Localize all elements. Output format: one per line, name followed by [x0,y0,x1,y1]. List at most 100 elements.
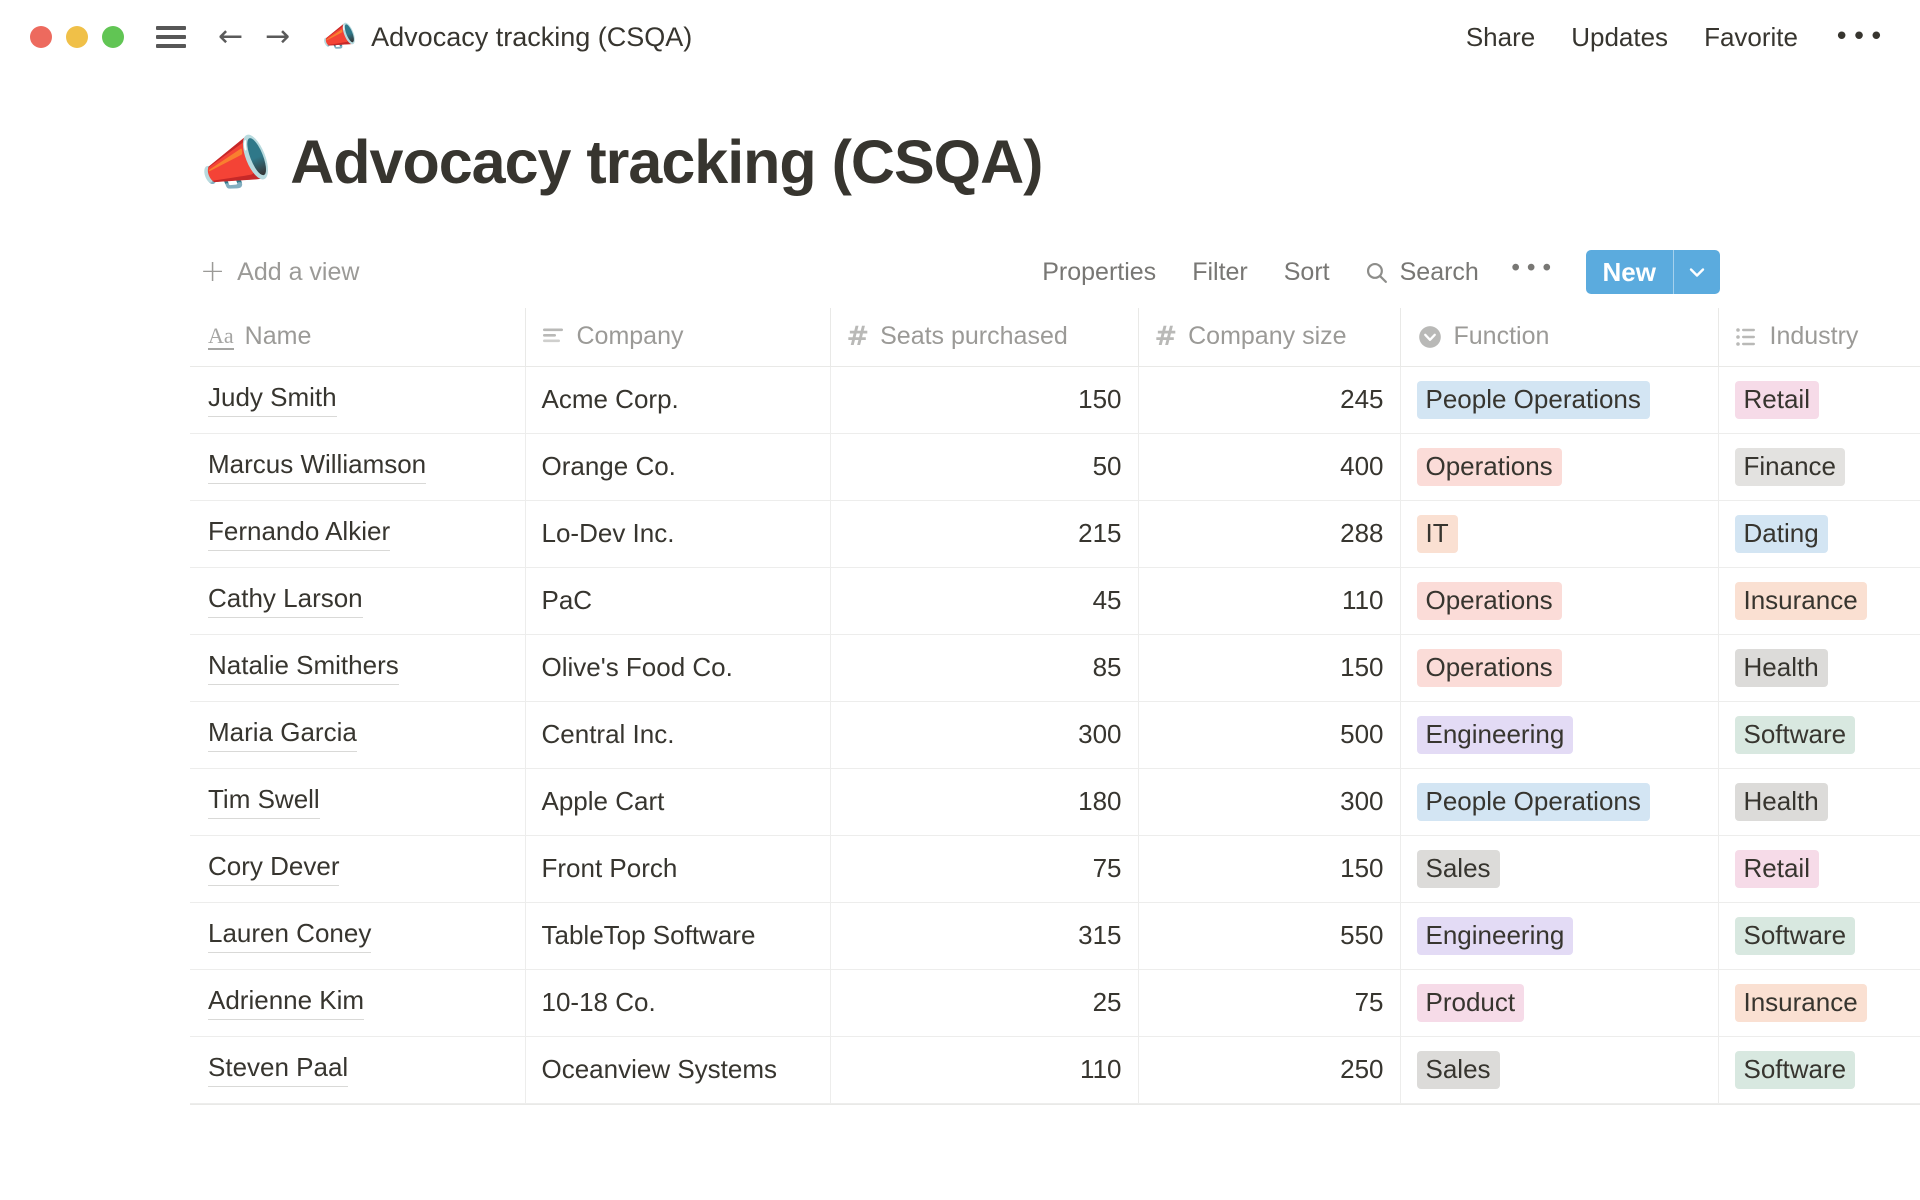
column-header-function[interactable]: Function [1400,308,1719,367]
cell-industry[interactable]: Finance [1718,433,1920,501]
share-button[interactable]: Share [1465,21,1536,52]
cell-company-size[interactable]: 75 [1138,969,1401,1037]
favorite-button[interactable]: Favorite [1704,21,1798,52]
table-row[interactable]: Marcus Williamson Orange Co. 50 400 Operatio… [190,433,1920,501]
cell-industry[interactable]: Health [1718,768,1920,836]
cell-seats-purchased[interactable]: 50 [830,433,1139,501]
cell-company-size[interactable]: 300 [1138,768,1401,836]
maximize-window-button[interactable] [102,26,124,48]
cell-company[interactable]: Central Inc. [525,701,831,769]
cell-industry[interactable]: Retail [1718,366,1920,434]
arrow-left-icon[interactable]: ← [218,19,244,54]
record-link[interactable]: Tim Swell [208,784,320,820]
cell-company[interactable]: Orange Co. [525,433,831,501]
cell-name[interactable]: Lauren Coney [190,902,526,970]
cell-company-size[interactable]: 500 [1138,701,1401,769]
breadcrumb[interactable]: Advocacy tracking (CSQA) [371,21,693,52]
cell-company-size[interactable]: 110 [1138,567,1401,635]
search-button[interactable]: Search [1348,258,1493,287]
cell-function[interactable]: Sales [1400,1036,1719,1104]
properties-button[interactable]: Properties [1042,257,1157,286]
table-row[interactable]: Cathy Larson PaC 45 110 Operations Insurance [190,567,1920,635]
cell-name[interactable]: Tim Swell [190,768,526,836]
cell-seats-purchased[interactable]: 300 [830,701,1139,769]
cell-seats-purchased[interactable]: 25 [830,969,1139,1037]
column-header-name[interactable]: Aa Name [190,308,526,367]
record-link[interactable]: Steven Paal [208,1052,349,1088]
table-row[interactable]: Fernando Alkier Lo-Dev Inc. 215 288 IT Dating [190,500,1920,568]
cell-name[interactable]: Steven Paal [190,1036,526,1104]
column-header-industry[interactable]: Industry [1718,308,1920,367]
cell-function[interactable]: People Operations [1400,366,1719,434]
cell-function[interactable]: Engineering [1400,701,1719,769]
record-link[interactable]: Marcus Williamson [208,449,427,485]
cell-name[interactable]: Judy Smith [190,366,526,434]
cell-seats-purchased[interactable]: 45 [830,567,1139,635]
record-link[interactable]: Lauren Coney [208,918,372,954]
cell-function[interactable]: Engineering [1400,902,1719,970]
table-row[interactable]: Maria Garcia Central Inc. 300 500 Engineerin… [190,701,1920,769]
cell-company-size[interactable]: 400 [1138,433,1401,501]
cell-company-size[interactable]: 250 [1138,1036,1401,1104]
cell-company-size[interactable]: 150 [1138,634,1401,702]
cell-name[interactable]: Fernando Alkier [190,500,526,568]
table-row[interactable]: Judy Smith Acme Corp. 150 245 People Operati… [190,366,1920,434]
cell-seats-purchased[interactable]: 85 [830,634,1139,702]
cell-industry[interactable]: Software [1718,1036,1920,1104]
cell-seats-purchased[interactable]: 110 [830,1036,1139,1104]
cell-industry[interactable]: Dating [1718,500,1920,568]
updates-button[interactable]: Updates [1571,21,1669,52]
cell-name[interactable]: Cathy Larson [190,567,526,635]
cell-company[interactable]: Lo-Dev Inc. [525,500,831,568]
table-row[interactable]: Cory Dever Front Porch 75 150 Sales Retail [190,835,1920,903]
record-link[interactable]: Fernando Alkier [208,516,391,552]
record-link[interactable]: Cory Dever [208,851,340,887]
column-header-seats-purchased[interactable]: # Seats purchased [830,308,1139,367]
column-header-company-size[interactable]: # Company size [1138,308,1401,367]
cell-company[interactable]: PaC [525,567,831,635]
table-row[interactable]: Tim Swell Apple Cart 180 300 People Operatio… [190,768,1920,836]
cell-function[interactable]: Operations [1400,433,1719,501]
table-row[interactable]: Lauren Coney TableTop Software 315 550 Engin… [190,902,1920,970]
cell-name[interactable]: Maria Garcia [190,701,526,769]
record-link[interactable]: Cathy Larson [208,583,363,619]
cell-company[interactable]: Oceanview Systems [525,1036,831,1104]
megaphone-icon[interactable]: 📣 [200,128,273,197]
cell-company-size[interactable]: 288 [1138,500,1401,568]
cell-company[interactable]: Front Porch [525,835,831,903]
cell-industry[interactable]: Health [1718,634,1920,702]
cell-function[interactable]: Sales [1400,835,1719,903]
cell-industry[interactable]: Insurance [1718,969,1920,1037]
cell-industry[interactable]: Software [1718,701,1920,769]
cell-function[interactable]: Operations [1400,567,1719,635]
table-row[interactable]: Steven Paal Oceanview Systems 110 250 Sales S… [190,1036,1920,1104]
cell-company[interactable]: Acme Corp. [525,366,831,434]
cell-seats-purchased[interactable]: 150 [830,366,1139,434]
cell-name[interactable]: Marcus Williamson [190,433,526,501]
record-link[interactable]: Adrienne Kim [208,985,365,1021]
hamburger-icon[interactable] [156,26,186,48]
cell-function[interactable]: Product [1400,969,1719,1037]
cell-seats-purchased[interactable]: 180 [830,768,1139,836]
new-button[interactable]: New [1602,256,1656,287]
cell-company-size[interactable]: 150 [1138,835,1401,903]
cell-company[interactable]: Olive's Food Co. [525,634,831,702]
minimize-window-button[interactable] [66,26,88,48]
arrow-right-icon[interactable]: → [265,19,291,54]
record-link[interactable]: Maria Garcia [208,717,357,753]
view-more-options-icon[interactable]: ••• [1508,255,1556,282]
cell-seats-purchased[interactable]: 75 [830,835,1139,903]
filter-button[interactable]: Filter [1192,257,1248,286]
page-title-text[interactable]: Advocacy tracking (CSQA) [290,128,1043,196]
more-options-icon[interactable]: ••• [1833,22,1886,52]
cell-name[interactable]: Natalie Smithers [190,634,526,702]
cell-industry[interactable]: Retail [1718,835,1920,903]
cell-seats-purchased[interactable]: 315 [830,902,1139,970]
cell-industry[interactable]: Insurance [1718,567,1920,635]
cell-company[interactable]: Apple Cart [525,768,831,836]
column-header-company[interactable]: Company [525,308,831,367]
cell-company-size[interactable]: 550 [1138,902,1401,970]
sort-button[interactable]: Sort [1283,257,1330,286]
table-row[interactable]: Natalie Smithers Olive's Food Co. 85 150 Ope… [190,634,1920,702]
cell-industry[interactable]: Software [1718,902,1920,970]
